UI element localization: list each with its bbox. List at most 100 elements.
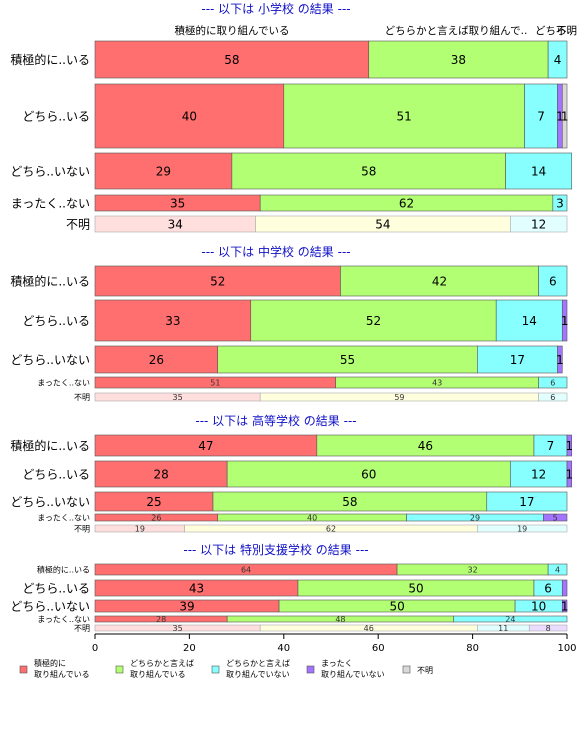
data-label: 12: [531, 468, 546, 482]
data-label: 64: [241, 566, 251, 575]
data-label: 14: [522, 314, 537, 328]
row-label: どちら..いる: [22, 582, 90, 596]
data-label: 14: [531, 165, 546, 179]
row-label: 積極的に..いる: [10, 438, 90, 453]
bar-segment: [94, 460, 228, 488]
bar-segment: [477, 345, 558, 374]
legend-label: まったく取り組んでいない: [321, 659, 385, 679]
row-label: まったく..ない: [37, 615, 90, 624]
data-label: 1: [561, 314, 569, 328]
data-label: 29: [156, 165, 171, 179]
data-label: 52: [210, 275, 225, 289]
data-label: 38: [451, 53, 466, 67]
bar-segment: [340, 265, 539, 297]
row-label: どちら..いる: [22, 110, 90, 124]
panel-title: --- 以下は 特別支援学校 の結果 ---: [183, 542, 368, 557]
bar-segment: [547, 40, 568, 79]
bar-segment: [524, 83, 558, 149]
legend-swatch: [306, 665, 315, 674]
data-label: 47: [198, 439, 213, 453]
row-label: どちら..いない: [10, 600, 90, 614]
row-label: 積極的に..いる: [37, 565, 90, 575]
data-label: 19: [135, 525, 145, 534]
data-label: 4: [555, 566, 560, 575]
row-label: どちら..いない: [10, 353, 90, 367]
legend-label: どちらかと言えば取り組んでいる: [130, 658, 194, 679]
panel-title: --- 以下は 中学校 の結果 ---: [201, 244, 350, 259]
header-label: 積極的に取り組んでいる: [175, 24, 290, 37]
bar-segment: [94, 299, 252, 342]
data-label: 6: [550, 393, 555, 402]
row-label: 不明: [74, 624, 90, 633]
data-label: 55: [340, 353, 355, 367]
bar-segment: [561, 299, 568, 342]
row-label: 不明: [74, 393, 90, 402]
bar-segment: [566, 434, 573, 457]
data-label: 1: [566, 468, 574, 482]
data-label: 26: [149, 353, 164, 367]
bar-segment: [528, 624, 568, 632]
header-label: どちら..: [535, 25, 573, 37]
data-label: 28: [153, 468, 168, 482]
x-tick-label: 40: [277, 643, 290, 654]
data-label: 35: [173, 624, 183, 633]
bar-segment: [561, 579, 568, 597]
data-label: 40: [307, 514, 317, 523]
legend-swatch: [402, 665, 411, 674]
data-label: 8: [546, 624, 551, 633]
data-label: 59: [394, 393, 404, 402]
data-label: 46: [364, 624, 374, 633]
data-label: 62: [399, 197, 414, 211]
data-label: 25: [146, 495, 161, 509]
data-label: 6: [549, 275, 557, 289]
data-label: 7: [547, 439, 555, 453]
data-label: 7: [537, 110, 545, 124]
row-label: まったく..ない: [11, 197, 90, 211]
x-tick-label: 20: [183, 643, 196, 654]
panel-title: --- 以下は 小学校 の結果 ---: [201, 1, 350, 16]
data-label: 17: [510, 353, 525, 367]
legend-label: どちらかと言えば取り組んでいない: [226, 658, 290, 679]
bar-segment: [561, 83, 568, 149]
data-label: 62: [326, 525, 336, 534]
data-label: 58: [361, 165, 376, 179]
bar-segment: [283, 83, 525, 149]
data-label: 1: [556, 110, 564, 124]
data-label: 48: [335, 615, 345, 624]
data-label: 42: [432, 275, 447, 289]
data-label: 58: [224, 53, 239, 67]
x-tick-label: 100: [557, 643, 576, 654]
bar-segment: [538, 376, 568, 389]
bar-segment: [538, 392, 568, 402]
row-label: どちら..いる: [22, 468, 90, 482]
data-label: 32: [468, 566, 478, 575]
legend-label: 不明: [417, 666, 433, 675]
data-label: 35: [170, 197, 185, 211]
bar-segment: [477, 524, 568, 533]
data-label: 28: [156, 615, 166, 624]
header-label: どちらかと言えば取り組んで..: [385, 24, 528, 37]
data-label: 3: [556, 197, 564, 211]
bar-segment: [368, 40, 549, 79]
bar-segment: [250, 299, 497, 342]
x-tick-label: 0: [92, 643, 98, 654]
bar-segment: [226, 460, 511, 488]
data-label: 43: [189, 582, 204, 596]
data-label: 10: [531, 600, 546, 614]
bar-segment: [552, 194, 568, 212]
bar-segment: [94, 83, 285, 149]
bar-segment: [547, 563, 568, 576]
bar-segment: [495, 299, 563, 342]
data-label: 1: [566, 439, 574, 453]
data-label: 26: [151, 514, 161, 523]
bar-segment: [94, 265, 341, 297]
bar-segment: [94, 345, 219, 374]
row-label: どちら..いない: [10, 165, 90, 179]
data-label: 50: [408, 582, 423, 596]
data-label: 1: [561, 110, 569, 124]
data-label: 52: [366, 314, 381, 328]
data-label: 4: [554, 53, 562, 67]
legend-label: 積極的に取り組んでいる: [34, 658, 90, 679]
data-label: 5: [553, 514, 558, 523]
